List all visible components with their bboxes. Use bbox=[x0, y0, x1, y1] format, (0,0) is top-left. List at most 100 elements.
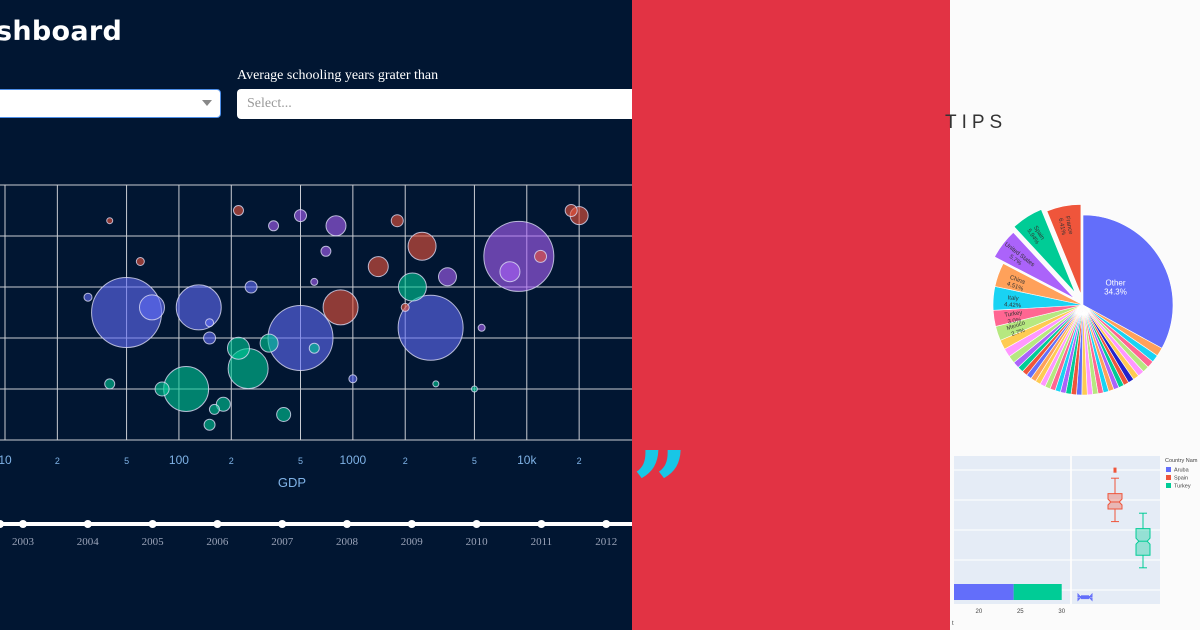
slider-dot bbox=[83, 520, 92, 528]
bubble-point bbox=[175, 284, 222, 331]
bubble-point bbox=[397, 294, 464, 361]
bubble-point bbox=[564, 204, 578, 217]
bubble-point bbox=[226, 336, 250, 360]
quote-mark-icon: ” bbox=[632, 431, 689, 546]
quote-panel bbox=[632, 0, 950, 630]
bubble-point bbox=[477, 323, 486, 332]
slider-year-label: 2004 bbox=[77, 536, 100, 548]
bubble-point bbox=[325, 215, 347, 237]
x-tick-label: 5 bbox=[472, 456, 477, 466]
bubble-point bbox=[390, 214, 404, 228]
x-tick-label: 5 bbox=[124, 456, 129, 466]
slider-dot bbox=[407, 520, 416, 528]
chevron-down-icon[interactable] bbox=[202, 100, 212, 106]
bubble-point bbox=[205, 318, 215, 328]
bubble-point bbox=[400, 302, 410, 312]
x-tick-label: 2 bbox=[55, 456, 60, 466]
tips-title: TIPS bbox=[945, 112, 1008, 133]
slider-year-label: 2011 bbox=[531, 536, 553, 548]
bubble-point bbox=[407, 231, 437, 261]
bubble-point bbox=[267, 305, 334, 371]
bubble-point bbox=[320, 245, 332, 257]
schooling-filter-label: Average schooling years grater than bbox=[237, 68, 439, 83]
slider-year-label: 2008 bbox=[336, 536, 359, 548]
bubble-point bbox=[83, 292, 93, 302]
bubble-point bbox=[135, 257, 145, 266]
country-dropdown[interactable] bbox=[0, 89, 221, 118]
bubble-point bbox=[534, 249, 548, 263]
pie-label: Other 34.3% bbox=[1104, 279, 1127, 297]
x-tick-label: 20 bbox=[976, 609, 983, 615]
pie-slice bbox=[994, 231, 1075, 299]
schooling-filter-select[interactable]: Select... bbox=[237, 89, 632, 119]
bubble-point bbox=[348, 374, 358, 384]
bubble-point bbox=[367, 256, 389, 278]
pie-label: Mexico2.7% bbox=[1006, 320, 1029, 339]
x-tick-label: 100 bbox=[169, 453, 189, 467]
pie-label: Turkey3.0% bbox=[1004, 310, 1024, 326]
bubble-point bbox=[310, 277, 319, 286]
legend-item: Spain bbox=[1174, 476, 1188, 482]
x-axis-label: GDP bbox=[278, 475, 306, 490]
bubble-point bbox=[470, 385, 478, 393]
slider-year-label: 2007 bbox=[271, 536, 294, 548]
slider-dot bbox=[278, 520, 287, 528]
bubble-point bbox=[154, 381, 170, 397]
x-tick-label: 1000 bbox=[340, 453, 367, 467]
x-tick-label: 2 bbox=[403, 456, 408, 466]
slider-dot bbox=[343, 520, 351, 528]
bubble-point bbox=[432, 380, 440, 388]
legend-title: Country Nam bbox=[1165, 458, 1198, 464]
slider-dot bbox=[19, 520, 27, 528]
pie-slice bbox=[1013, 209, 1076, 294]
bubble-point bbox=[397, 272, 427, 302]
bubble-point bbox=[308, 342, 320, 354]
slider-dot bbox=[602, 520, 611, 528]
x-tick-label: 10k bbox=[517, 453, 537, 467]
x-tick-label: 30 bbox=[1058, 609, 1065, 615]
slider-dot bbox=[0, 520, 4, 528]
bubble-point bbox=[232, 205, 244, 216]
bubble-point bbox=[499, 261, 521, 283]
box-outlier bbox=[1113, 467, 1117, 471]
pie-label: China4.51% bbox=[1006, 275, 1027, 293]
page-title: shboard bbox=[0, 16, 123, 47]
legend-item: Turkey bbox=[1174, 484, 1191, 490]
bubble-point bbox=[104, 378, 116, 390]
x-tick-label: 5 bbox=[298, 456, 303, 466]
legend-swatch bbox=[1166, 467, 1171, 472]
dashboard-panel: shboard Average schooling years grater t… bbox=[0, 0, 632, 630]
legend-item: Aruba bbox=[1174, 468, 1190, 474]
box-body bbox=[1107, 493, 1123, 510]
pie-slice bbox=[1046, 204, 1082, 295]
slider-dot bbox=[537, 520, 546, 528]
country-pie-chart: Other 34.3% Mexico2.7%Turkey3.0%Italy4.42%… bbox=[992, 204, 1174, 396]
bubble-point bbox=[203, 331, 217, 345]
bubble-point bbox=[259, 333, 279, 353]
box-outlier bbox=[1113, 469, 1117, 473]
bar-segment bbox=[954, 584, 1014, 600]
gdp-bubble-chart: 10 2 5 100 2 5 1000 2 5 10k 2 GDP bbox=[0, 184, 632, 490]
slider-year-label: 2009 bbox=[401, 536, 424, 548]
bubble-point bbox=[276, 407, 292, 422]
x-tick-label: 2 bbox=[577, 456, 582, 466]
slider-year-label: 2003 bbox=[12, 536, 35, 548]
slider-year-label: 2006 bbox=[206, 536, 229, 548]
x-tick-label: 2 bbox=[229, 456, 234, 466]
bubble-point bbox=[208, 403, 220, 415]
bubble-point bbox=[163, 366, 210, 412]
box-body bbox=[1135, 528, 1151, 556]
pie-label: Italy4.42% bbox=[1004, 295, 1023, 309]
legend-swatch bbox=[1166, 483, 1171, 488]
bubble-point bbox=[322, 289, 359, 326]
slider-dot bbox=[472, 520, 481, 528]
slider-year-label: 2010 bbox=[466, 536, 489, 548]
pie-label: France6.41% bbox=[1057, 216, 1073, 237]
bubble-point bbox=[437, 267, 457, 287]
year-slider[interactable]: 2003 2004 2005 2006 2007 2008 2009 2010 2011 2012 bbox=[0, 515, 632, 625]
pie-slice bbox=[994, 263, 1084, 306]
bubble-point bbox=[203, 418, 216, 431]
bubble-point bbox=[138, 294, 165, 321]
bubble-point bbox=[106, 217, 114, 225]
pie-slice bbox=[1082, 214, 1174, 349]
